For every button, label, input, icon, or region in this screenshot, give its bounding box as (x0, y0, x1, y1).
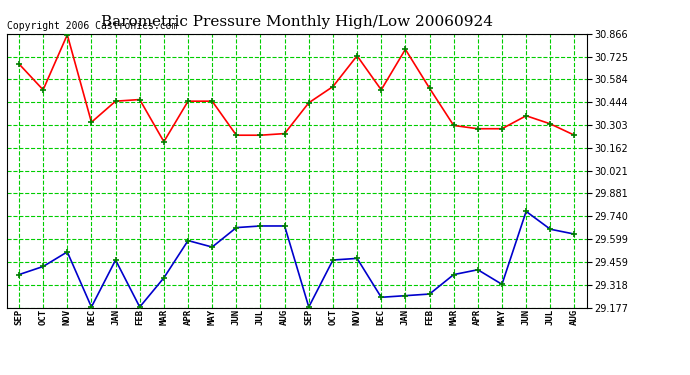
Text: Barometric Pressure Monthly High/Low 20060924: Barometric Pressure Monthly High/Low 200… (101, 15, 493, 29)
Text: Copyright 2006 Castronics.com: Copyright 2006 Castronics.com (7, 21, 177, 31)
